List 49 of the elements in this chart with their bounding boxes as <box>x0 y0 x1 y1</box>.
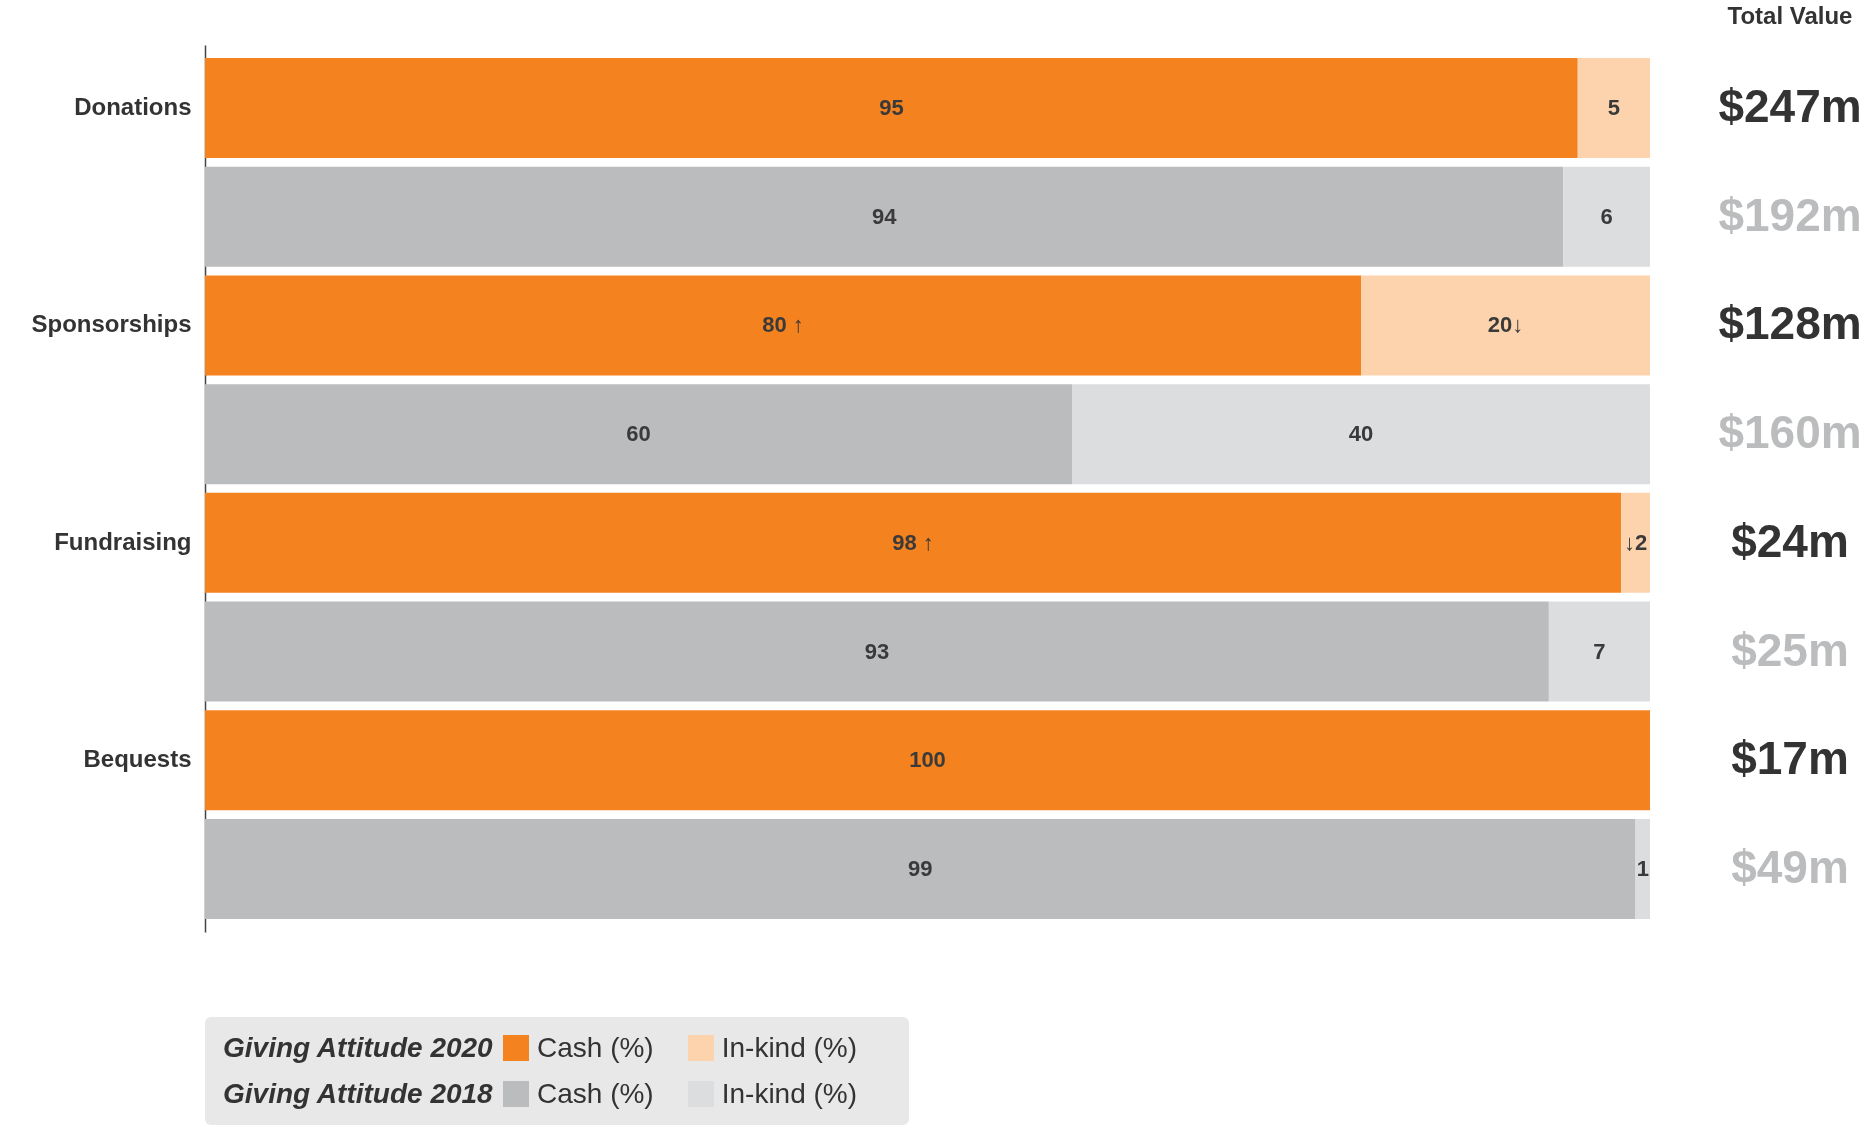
text: $17m <box>1731 732 1849 785</box>
legend-label: Cash (%) <box>537 1078 654 1110</box>
data-label: 94 <box>871 203 898 229</box>
bar <box>205 710 1650 811</box>
bar <box>205 384 1072 485</box>
bar <box>1621 492 1650 593</box>
text: $160m <box>1718 406 1862 459</box>
y-tick-label: Sponsorships <box>31 310 192 338</box>
y-tick-label: Donations <box>74 93 192 121</box>
y-tick-label: Fundraising <box>54 527 192 555</box>
bar <box>1072 384 1650 485</box>
text: $247m <box>1718 80 1862 133</box>
data-label: 80 ↑ <box>762 312 804 338</box>
text: $192m <box>1718 188 1862 241</box>
text: $24m <box>1731 514 1849 567</box>
data-label: 99 <box>908 855 933 881</box>
bar <box>205 601 1549 702</box>
bar <box>205 275 1361 376</box>
bar <box>205 818 1636 919</box>
data-label: 1 <box>1636 855 1649 881</box>
bar <box>205 58 1578 159</box>
data-label: 93 <box>864 638 890 664</box>
data-label: 20↓ <box>1487 312 1524 338</box>
bar <box>1635 818 1650 919</box>
legend-label: Cash (%) <box>537 1032 654 1064</box>
data-label: 60 <box>626 421 651 447</box>
bar <box>205 166 1564 267</box>
bar <box>1361 275 1650 376</box>
text: $25m <box>1731 623 1849 676</box>
bar <box>1577 58 1650 159</box>
data-label: 7 <box>1593 638 1606 664</box>
legend-label: In-kind (%) <box>721 1032 858 1064</box>
data-label: ↓2 <box>1623 529 1648 555</box>
data-label: 6 <box>1600 203 1613 229</box>
y-tick-label: Bequests <box>83 745 192 773</box>
data-label: 98 ↑ <box>892 529 934 555</box>
data-label: 95 <box>879 95 904 121</box>
bar <box>1563 166 1650 267</box>
text: Giving Attitude 2020 <box>223 1032 494 1064</box>
text: $128m <box>1718 297 1862 350</box>
text: $49m <box>1731 840 1849 893</box>
data-label: 100 <box>909 747 946 773</box>
text: Total Value <box>1727 2 1853 29</box>
text: Giving Attitude 2018 <box>223 1078 494 1110</box>
data-label: 40 <box>1348 421 1374 447</box>
data-label: 5 <box>1607 95 1620 121</box>
legend-label: In-kind (%) <box>721 1078 858 1110</box>
bar <box>205 492 1622 593</box>
bar <box>1548 601 1650 702</box>
